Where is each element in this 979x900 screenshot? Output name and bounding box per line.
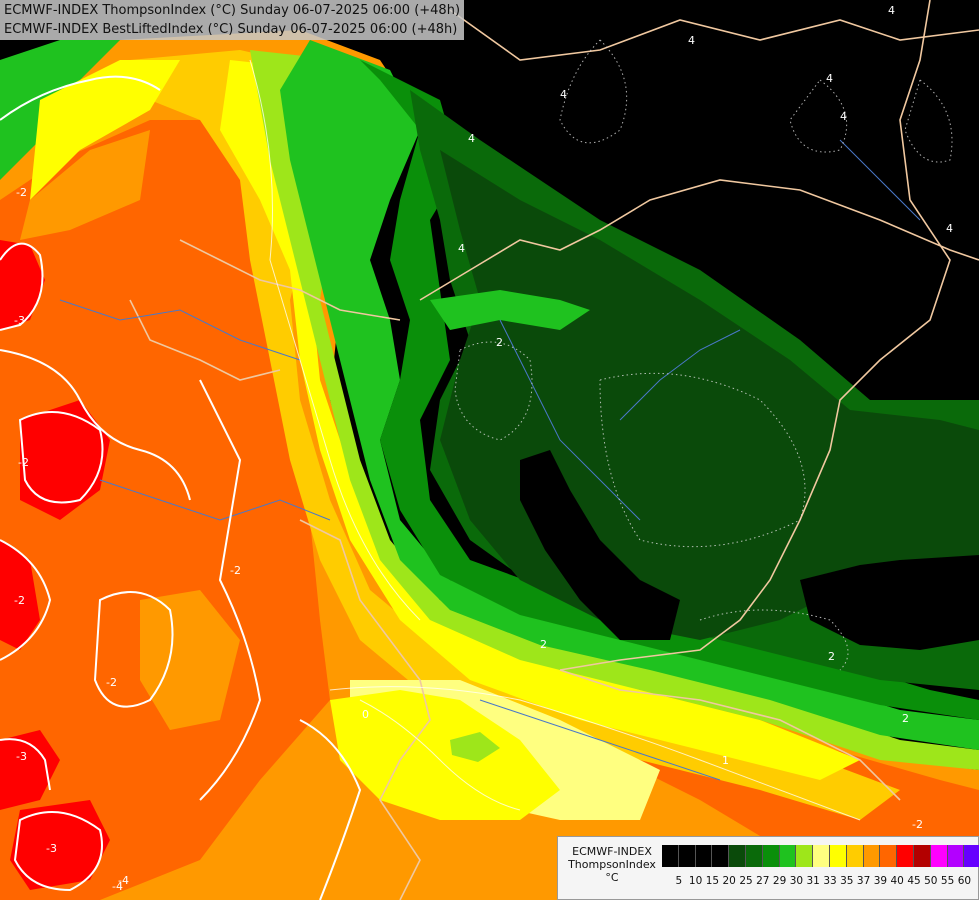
legend-tick-label: 50 xyxy=(924,875,938,887)
legend-tick-label: 39 xyxy=(873,875,888,887)
legend-tick-label: 55 xyxy=(940,875,955,887)
region-red-3 xyxy=(0,540,40,650)
contour-label: -2 xyxy=(912,818,923,831)
contour-label: 2 xyxy=(496,336,503,349)
contour-label: -2 xyxy=(106,676,117,689)
region-nw-yellow xyxy=(30,60,180,200)
contour-label: 2 xyxy=(540,638,547,651)
legend-swatch xyxy=(913,845,931,867)
lifted-index-contours-dotted xyxy=(454,39,953,671)
legend-tick-label: 29 xyxy=(772,875,787,887)
legend-tick-label: 30 xyxy=(789,875,804,887)
legend-swatch xyxy=(762,845,780,867)
title-best-lifted-index: ECMWF-INDEX BestLiftedIndex (°C) Sunday … xyxy=(4,22,458,37)
legend-swatch xyxy=(662,845,679,867)
legend-tick-label: 25 xyxy=(739,875,753,887)
contour-label: 0 xyxy=(362,708,369,721)
legend-swatch xyxy=(897,845,914,867)
contour-label: -3 xyxy=(46,842,57,855)
contour-label: -4 xyxy=(112,880,123,893)
legend-swatch xyxy=(930,845,948,867)
legend-tick-label: 40 xyxy=(890,875,904,887)
legend-tick-label: 31 xyxy=(806,875,820,887)
contour-label: -3 xyxy=(14,314,25,327)
legend-swatch xyxy=(678,845,696,867)
legend-model: ECMWF-INDEX xyxy=(572,845,652,858)
region-green-stripe xyxy=(430,290,590,330)
region-black-pocket-1 xyxy=(520,450,680,640)
legend-swatch xyxy=(964,845,979,867)
legend-tick-label: 45 xyxy=(907,875,921,887)
contour-label: -2 xyxy=(230,564,241,577)
legend-swatch xyxy=(729,845,746,867)
legend-tick-label: 35 xyxy=(840,875,854,887)
region-orange-inner xyxy=(140,590,240,730)
contour-label: 4 xyxy=(560,88,567,101)
contour-label: -2 xyxy=(16,186,27,199)
region-dark-orange xyxy=(0,120,330,900)
legend-swatch xyxy=(947,845,965,867)
country-borders xyxy=(129,0,979,900)
legend-swatch xyxy=(712,845,730,867)
legend-swatch xyxy=(796,845,814,867)
contour-label: -4 xyxy=(118,874,129,887)
color-legend: ECMWF-INDEX ThompsonIndex °C 5 10 15 20 25 27… xyxy=(557,836,979,900)
legend-swatches xyxy=(662,845,979,867)
region-red-5 xyxy=(10,800,110,890)
region-lime-small xyxy=(450,732,500,762)
contour-label: 4 xyxy=(840,110,847,123)
region-nw-orange xyxy=(20,130,150,240)
contour-label: -2 xyxy=(18,456,29,469)
legend-swatch xyxy=(745,845,763,867)
contour-label: 4 xyxy=(946,222,953,235)
legend-swatch xyxy=(846,845,864,867)
legend-tick-label: 15 xyxy=(705,875,720,887)
title-thompson-index: ECMWF-INDEX ThompsonIndex (°C) Sunday 06… xyxy=(4,3,461,18)
legend-tick-label: 33 xyxy=(823,875,837,887)
legend-swatch xyxy=(863,845,881,867)
legend-tick-label: 60 xyxy=(957,875,972,887)
legend-tick-label: 37 xyxy=(856,875,871,887)
contour-label: 4 xyxy=(468,132,475,145)
legend-tick-label: 20 xyxy=(722,875,736,887)
region-yellow-se xyxy=(330,690,560,820)
contour-label: 2 xyxy=(828,650,835,663)
region-red-4 xyxy=(0,730,60,810)
legend-tick-label: 10 xyxy=(688,875,703,887)
lifted-index-contours-thin xyxy=(249,59,861,821)
contour-label: 4 xyxy=(826,72,833,85)
lifted-index-contours xyxy=(0,75,362,900)
legend-label: ECMWF-INDEX ThompsonIndex °C xyxy=(564,845,660,884)
contour-label: 4 xyxy=(888,4,895,17)
contour-label: 1 xyxy=(722,754,729,767)
contour-label: 2 xyxy=(902,712,909,725)
contour-label: -3 xyxy=(16,750,27,763)
contour-label: 4 xyxy=(688,34,695,47)
legend-swatch xyxy=(829,845,847,867)
legend-swatch xyxy=(779,845,797,867)
legend-swatch xyxy=(695,845,713,867)
legend-tick-label: 27 xyxy=(756,875,770,887)
region-bright-green xyxy=(280,40,979,750)
contour-label: -2 xyxy=(14,594,25,607)
map-title-box: ECMWF-INDEX ThompsonIndex (°C) Sunday 06… xyxy=(0,0,465,40)
legend-swatch xyxy=(813,845,830,867)
legend-tick-label: 5 xyxy=(675,875,683,887)
legend-variable: ThompsonIndex xyxy=(568,858,656,871)
region-gold xyxy=(130,50,900,820)
rivers xyxy=(59,139,921,781)
region-black-pocket-2 xyxy=(800,555,979,650)
contour-labels: -3 -3 -2 -2 -2 -3 -2 -4 -2 2 2 2 -2 0 1 … xyxy=(14,4,953,893)
legend-unit: °C xyxy=(605,871,619,884)
contour-label: 4 xyxy=(458,242,465,255)
legend-swatch xyxy=(880,845,898,867)
